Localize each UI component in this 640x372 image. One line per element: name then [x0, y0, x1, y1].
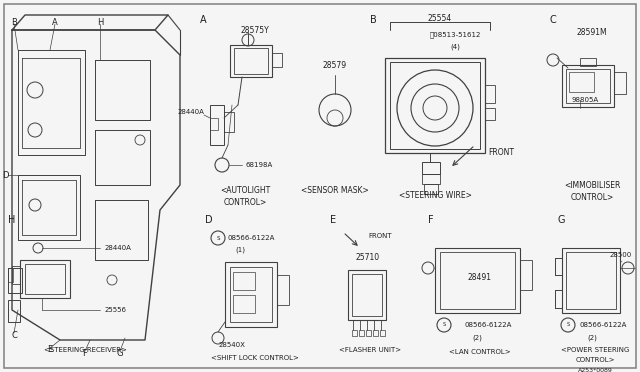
- Bar: [373, 330, 378, 336]
- Text: D: D: [2, 170, 8, 180]
- Bar: [8, 300, 20, 322]
- Text: 08566-6122A: 08566-6122A: [228, 235, 275, 241]
- Text: FRONT: FRONT: [368, 233, 392, 239]
- Text: A: A: [200, 15, 207, 25]
- Bar: [277, 275, 289, 305]
- Text: S: S: [442, 323, 445, 327]
- Text: H: H: [97, 17, 103, 26]
- Text: 28575Y: 28575Y: [241, 26, 269, 35]
- Bar: [580, 58, 596, 66]
- Bar: [233, 295, 255, 313]
- Text: CONTROL>: CONTROL>: [575, 357, 615, 363]
- Bar: [224, 112, 234, 132]
- Bar: [435, 248, 520, 313]
- Text: H: H: [8, 215, 15, 225]
- Bar: [352, 330, 357, 336]
- Bar: [562, 65, 614, 107]
- Text: <IMMOBILISER: <IMMOBILISER: [564, 180, 620, 189]
- Text: 28540X: 28540X: [219, 342, 245, 348]
- Text: Ⓝ08513-51612: Ⓝ08513-51612: [429, 32, 481, 38]
- Bar: [485, 108, 495, 120]
- Text: <STEERING RECEIVER>: <STEERING RECEIVER>: [44, 347, 127, 353]
- Text: 98805A: 98805A: [572, 97, 598, 103]
- Bar: [225, 262, 277, 327]
- Text: C: C: [550, 15, 557, 25]
- Text: 08566-6122A: 08566-6122A: [465, 322, 513, 328]
- Text: G: G: [558, 215, 566, 225]
- Text: (4): (4): [450, 44, 460, 50]
- Text: CONTROL>: CONTROL>: [223, 198, 267, 206]
- Text: CONTROL>: CONTROL>: [570, 192, 614, 202]
- Text: S: S: [216, 235, 220, 241]
- Bar: [210, 118, 218, 130]
- Bar: [485, 85, 495, 103]
- Text: (2): (2): [472, 335, 482, 341]
- Bar: [352, 274, 382, 316]
- Text: <POWER STEERING: <POWER STEERING: [561, 347, 629, 353]
- Bar: [390, 62, 480, 149]
- Bar: [385, 58, 485, 153]
- Bar: [614, 72, 626, 94]
- Text: 68198A: 68198A: [245, 162, 272, 168]
- Bar: [440, 252, 515, 309]
- Bar: [359, 330, 364, 336]
- Bar: [422, 174, 440, 184]
- Bar: [566, 69, 610, 103]
- Bar: [8, 268, 22, 293]
- Text: (2): (2): [587, 335, 597, 341]
- Text: F: F: [428, 215, 434, 225]
- Bar: [230, 45, 272, 77]
- Bar: [12, 266, 20, 284]
- Bar: [566, 252, 616, 309]
- Text: A: A: [52, 17, 58, 26]
- Text: 25554: 25554: [428, 13, 452, 22]
- Text: <SENSOR MASK>: <SENSOR MASK>: [301, 186, 369, 195]
- Text: G: G: [116, 349, 124, 357]
- Text: E: E: [47, 346, 52, 355]
- Text: B: B: [11, 17, 17, 26]
- Text: 28500: 28500: [610, 252, 632, 258]
- Text: 28440A: 28440A: [105, 245, 132, 251]
- Bar: [380, 330, 385, 336]
- Text: <SHIFT LOCK CONTROL>: <SHIFT LOCK CONTROL>: [211, 355, 299, 361]
- Bar: [366, 330, 371, 336]
- Text: 28579: 28579: [323, 61, 347, 70]
- Text: (1): (1): [235, 247, 245, 253]
- Text: <FLASHER UNIT>: <FLASHER UNIT>: [339, 347, 401, 353]
- Text: 28440A: 28440A: [177, 109, 204, 115]
- Bar: [20, 260, 70, 298]
- Bar: [234, 48, 268, 74]
- Text: FRONT: FRONT: [488, 148, 514, 157]
- Text: S: S: [566, 323, 570, 327]
- Text: C: C: [11, 330, 17, 340]
- Text: E: E: [330, 215, 336, 225]
- Text: 25710: 25710: [356, 253, 380, 263]
- Bar: [272, 53, 282, 67]
- Bar: [230, 267, 272, 322]
- Text: B: B: [370, 15, 377, 25]
- Text: 28591M: 28591M: [577, 28, 607, 36]
- Bar: [8, 268, 13, 282]
- Text: 25556: 25556: [105, 307, 127, 313]
- Bar: [569, 72, 594, 92]
- Bar: [348, 270, 386, 320]
- Text: D: D: [205, 215, 212, 225]
- Text: 08566-6122A: 08566-6122A: [580, 322, 627, 328]
- Bar: [424, 184, 438, 194]
- Bar: [520, 260, 532, 290]
- Text: 28491: 28491: [468, 273, 492, 282]
- Text: <LAN CONTROL>: <LAN CONTROL>: [449, 349, 511, 355]
- Text: <AUTOLIGHT: <AUTOLIGHT: [220, 186, 270, 195]
- Bar: [233, 272, 255, 290]
- Bar: [422, 162, 440, 174]
- Bar: [562, 248, 620, 313]
- Bar: [25, 264, 65, 294]
- Text: F: F: [83, 349, 88, 357]
- Bar: [210, 105, 224, 145]
- Text: <STEERING WIRE>: <STEERING WIRE>: [399, 190, 472, 199]
- Text: A253*0089: A253*0089: [577, 368, 612, 372]
